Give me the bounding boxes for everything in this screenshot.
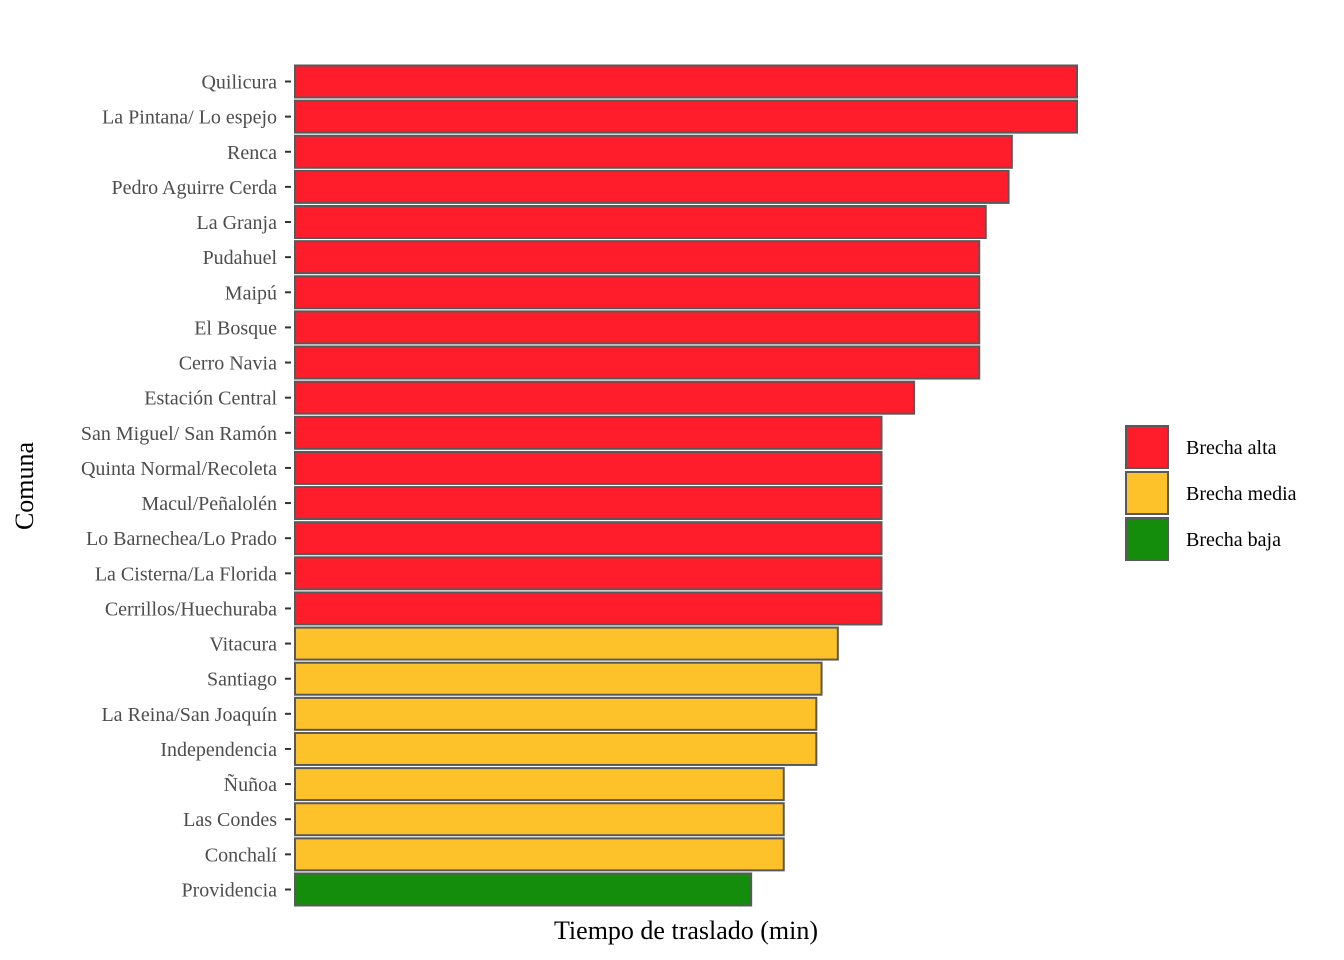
bar xyxy=(294,486,883,521)
legend-label: Brecha media xyxy=(1186,483,1297,505)
legend: Brecha alta Brecha media Brecha baja xyxy=(1125,425,1297,561)
bar xyxy=(294,240,981,275)
y-tick-label: Ñuñoa xyxy=(224,772,277,796)
y-tick-label: La Reina/San Joaquín xyxy=(101,704,277,726)
y-tick-label: Pudahuel xyxy=(203,247,278,269)
bar xyxy=(294,134,1013,169)
bar xyxy=(294,731,818,766)
y-tick-label: Cerro Navia xyxy=(179,353,277,375)
y-tick-label: La Pintana/ Lo espejo xyxy=(102,107,277,129)
bar xyxy=(294,169,1010,204)
y-tick-label: Cerrillos/Huechuraba xyxy=(105,598,277,620)
bar xyxy=(294,556,883,591)
bar xyxy=(294,64,1078,99)
y-tick-label: La Granja xyxy=(196,212,277,234)
bar xyxy=(294,380,916,415)
bar xyxy=(294,802,785,837)
y-axis-tick-labels: Quilicura La Pintana/ Lo espejo Renca Pedro… xyxy=(81,72,278,902)
legend-key xyxy=(1125,517,1169,561)
bars-group xyxy=(294,64,1078,907)
bar xyxy=(294,205,987,240)
y-axis-title: Comuna xyxy=(10,441,39,530)
bar xyxy=(294,310,981,345)
y-tick-label: Pedro Aguirre Cerda xyxy=(111,177,277,199)
bar xyxy=(294,450,883,485)
legend-label: Brecha baja xyxy=(1186,529,1281,551)
bar xyxy=(294,626,839,661)
y-tick-label: San Miguel/ San Ramón xyxy=(81,423,277,445)
bar xyxy=(294,767,785,802)
bar xyxy=(294,275,981,310)
bar xyxy=(294,99,1078,134)
legend-key xyxy=(1125,425,1169,469)
y-tick-label: Conchalí xyxy=(205,844,278,866)
y-tick-label: Maipú xyxy=(225,282,277,304)
y-tick-label: Las Condes xyxy=(183,809,277,831)
y-tick-label: El Bosque xyxy=(194,317,277,339)
y-tick-label: Independencia xyxy=(160,739,277,761)
y-tick-label: La Cisterna/La Florida xyxy=(95,563,277,585)
bar xyxy=(294,661,823,696)
x-axis-title: Tiempo de traslado (min) xyxy=(554,916,818,945)
bar xyxy=(294,521,883,556)
bar xyxy=(294,345,981,380)
bar xyxy=(294,837,785,872)
legend-label: Brecha alta xyxy=(1186,437,1277,459)
y-axis-ticks xyxy=(285,80,291,891)
y-tick-label: Santiago xyxy=(207,669,277,691)
y-tick-label: Quilicura xyxy=(201,72,277,94)
bar xyxy=(294,696,818,731)
y-tick-label: Quinta Normal/Recoleta xyxy=(81,458,277,480)
y-tick-label: Estación Central xyxy=(144,388,277,410)
y-tick-label: Renca xyxy=(227,142,277,164)
bar xyxy=(294,415,883,450)
bar xyxy=(294,872,753,907)
bar xyxy=(294,591,883,626)
y-tick-label: Macul/Peñalolén xyxy=(141,493,277,515)
legend-key xyxy=(1125,471,1169,515)
y-tick-label: Providencia xyxy=(181,879,277,901)
y-tick-label: Lo Barnechea/Lo Prado xyxy=(86,528,277,550)
y-tick-label: Vitacura xyxy=(209,634,277,656)
